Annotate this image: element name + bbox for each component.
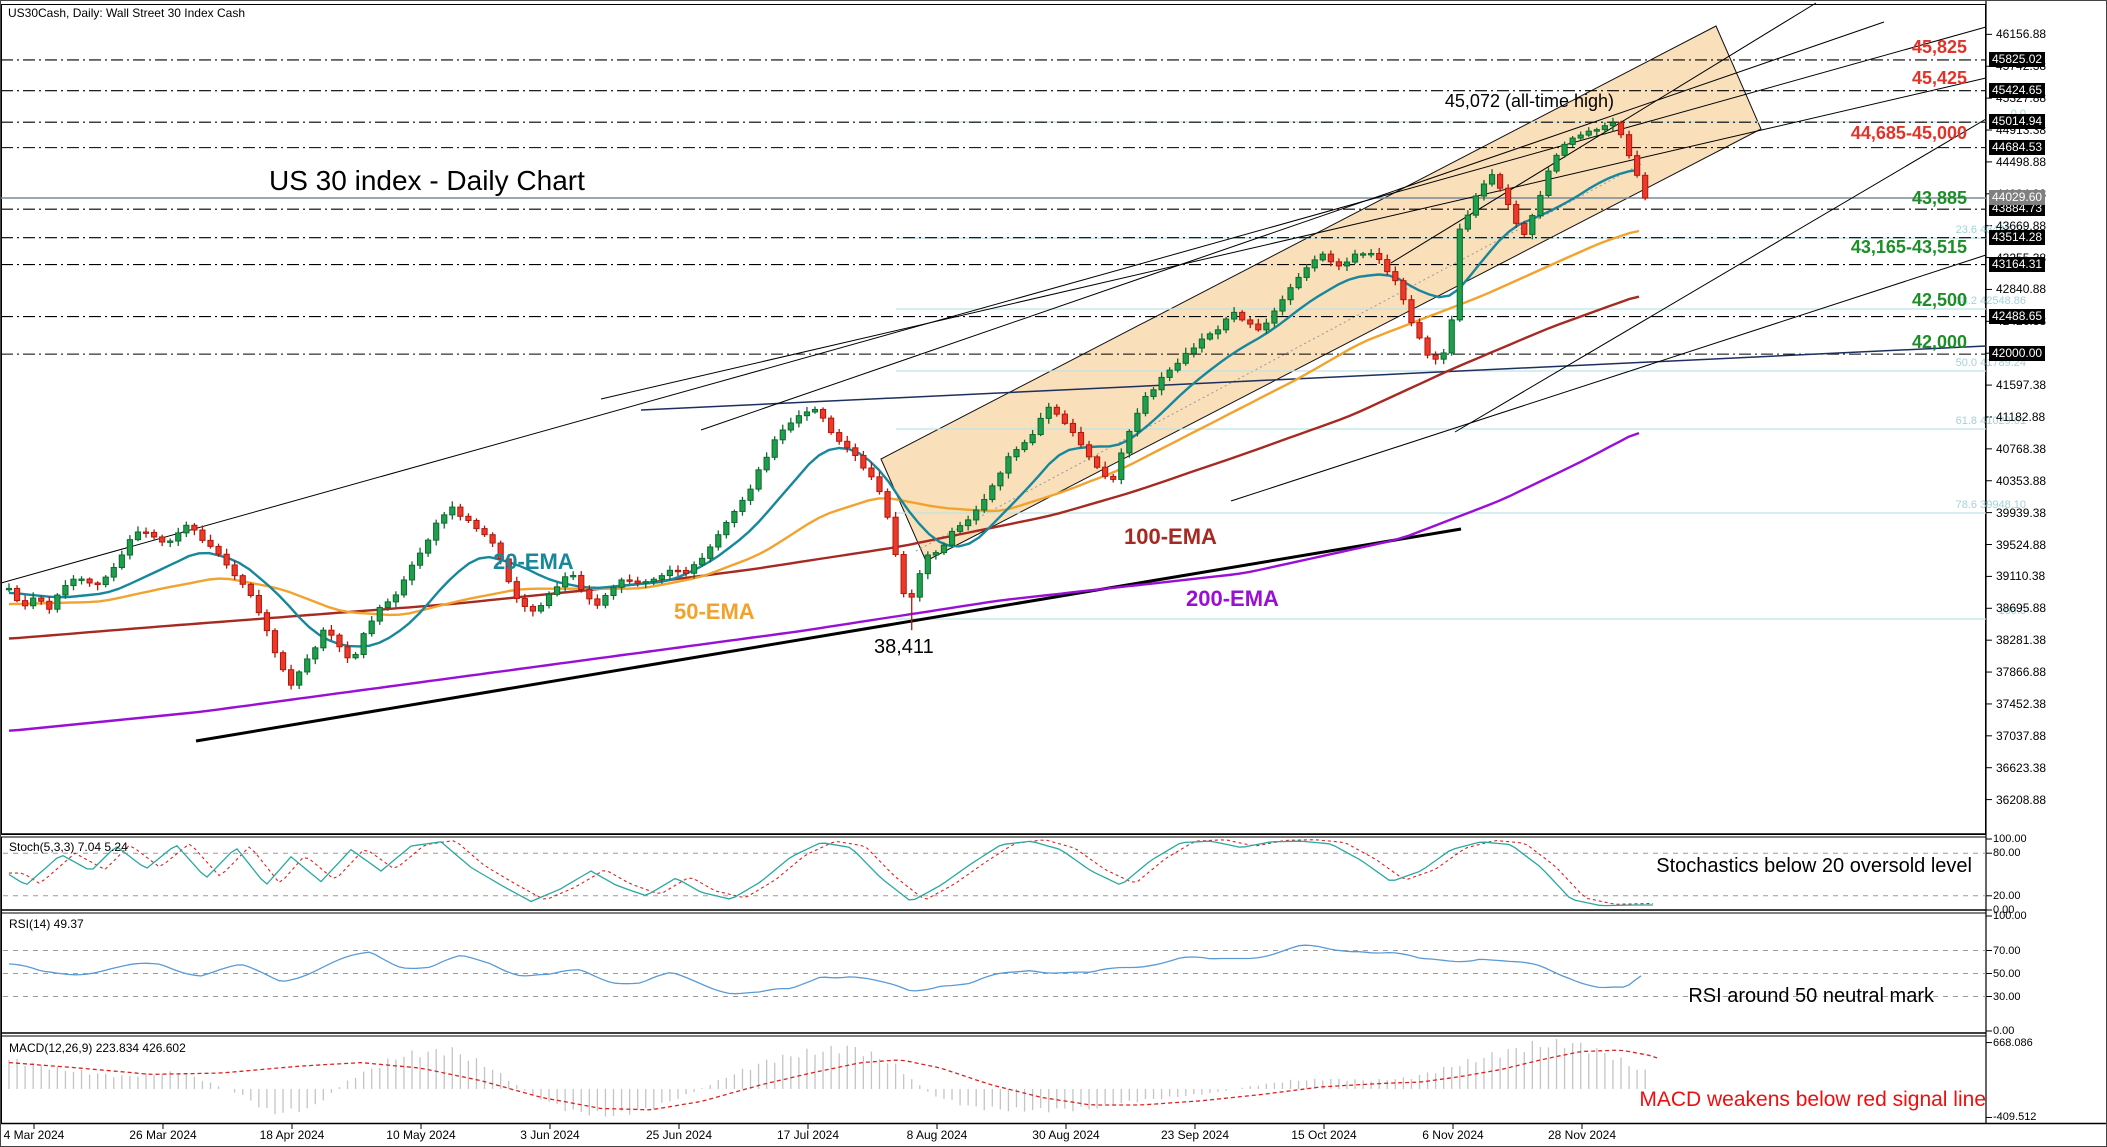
date-axis-label: 15 Oct 2024 — [1291, 1128, 1357, 1142]
date-axis-label: 17 Jul 2024 — [776, 1128, 840, 1142]
date-axis-label: 18 Apr 2024 — [259, 1128, 325, 1142]
fib-label-100.0: 100.0 — [1998, 605, 2026, 617]
stoch-panel-label: Stoch(5,3,3) 7.04 5.24 — [9, 840, 128, 854]
price-axis-label: 37866.88 — [1996, 665, 2047, 680]
price-axis-label: 37037.88 — [1996, 728, 2047, 743]
price-axis-label: 40768.38 — [1996, 441, 2047, 456]
current-price-box: 44029.60 — [1989, 190, 2046, 205]
price-axis-label: 46156.88 — [1996, 27, 2047, 42]
stoch-scale-label: 80.00 — [1993, 847, 2021, 860]
level-label-4468545000: 44,685-45,000 — [1850, 123, 1967, 143]
macd-panel-label: MACD(12,26,9) 223.834 426.602 — [9, 1041, 186, 1055]
fib-label-38.2: 38.2 42548.86 — [1955, 295, 2026, 307]
price-axis-label: 38281.38 — [1996, 633, 2047, 648]
stoch-scale-label: 100.00 — [1993, 833, 2027, 845]
rsi-scale-label: 70.00 — [1993, 944, 2021, 957]
all-time-high-annotation: 45,072 (all-time high) — [1444, 91, 1614, 111]
price-axis-label: 36208.88 — [1996, 792, 2047, 807]
price-axis-label: 36623.38 — [1996, 760, 2047, 775]
price-axis-label: 39524.88 — [1996, 537, 2047, 552]
price-axis-label: 38695.88 — [1996, 601, 2047, 616]
level-label-43885: 43,885 — [1911, 188, 1967, 208]
price-axis-label: 37452.38 — [1996, 696, 2047, 711]
date-axis-label: 6 Nov 2024 — [1422, 1128, 1484, 1142]
stoch-scale-label: 20.00 — [1993, 889, 2021, 902]
price-axis-label: 39110.38 — [1996, 569, 2046, 584]
price-axis-label: 39939.38 — [1996, 505, 2047, 520]
price-axis-label: 43669.88 — [1996, 218, 2047, 233]
macd-scale-label: -409.512 — [1993, 1111, 2037, 1124]
price-level-box: 42000.00 — [1989, 346, 2046, 362]
swing-low-annotation: 38,411 — [874, 636, 934, 658]
price-level-box: 45825.02 — [1989, 51, 2046, 67]
price-axis-label: 41182.88 — [1996, 409, 2046, 424]
symbol-info: US30Cash, Daily: Wall Street 30 Index Ca… — [8, 6, 245, 20]
chart-title: US 30 index - Daily Chart — [269, 165, 585, 196]
fib-label-78.6: 78.6 39948.10 — [1955, 499, 2026, 511]
price-level-box: 43164.31 — [1989, 256, 2046, 272]
rsi-scale-label: 50.00 — [1993, 967, 2021, 980]
date-axis-label: 25 Jun 2024 — [645, 1128, 713, 1142]
ema100-label: 100-EMA — [1124, 524, 1217, 549]
price-level-box: 43514.28 — [1989, 229, 2046, 245]
price-axis-label: 41597.38 — [1996, 378, 2047, 393]
date-axis-label: 3 Jun 2024 — [520, 1128, 580, 1142]
rsi-scale-label: 30.00 — [1993, 990, 2021, 1003]
level-label-42000: 42,000 — [1911, 332, 1967, 352]
date-axis-label: 26 Mar 2024 — [129, 1128, 197, 1142]
level-label-45425: 45,425 — [1911, 68, 1967, 88]
price-level-box: 42488.65 — [1989, 308, 2046, 324]
price-axis-label: 42840.88 — [1996, 282, 2047, 297]
rsi-panel-label: RSI(14) 49.37 — [9, 917, 84, 931]
date-axis-label: 4 Mar 2024 — [3, 1128, 65, 1142]
date-axis-label: 30 Aug 2024 — [1032, 1128, 1100, 1142]
ema200-label: 200-EMA — [1186, 586, 1279, 611]
ema20-label: 20-EMA — [493, 549, 574, 574]
date-axis-label: 28 Nov 2024 — [1547, 1128, 1617, 1142]
level-label-45825: 45,825 — [1911, 37, 1967, 57]
price-level-box: 45014.94 — [1989, 114, 2046, 130]
stoch-scale-label: 0.00 — [1993, 904, 2015, 916]
level-label-4316543515: 43,165-43,515 — [1850, 237, 1967, 257]
price-axis-label: 44498.88 — [1996, 154, 2047, 169]
rsi-scale-label: 100.00 — [1993, 910, 2027, 922]
rsi-annotation: RSI around 50 neutral mark — [1688, 985, 1934, 1007]
date-axis-label: 23 Sep 2024 — [1160, 1128, 1230, 1142]
fib-label-61.8: 61.8 41029.61 — [1955, 415, 2026, 427]
level-label-42500: 42,500 — [1911, 290, 1967, 310]
price-axis-label: 40353.88 — [1996, 473, 2047, 488]
macd-scale-label: 668.086 — [1993, 1036, 2033, 1049]
stoch-annotation: Stochastics below 20 oversold level — [1656, 855, 1972, 877]
rsi-scale-label: 0.00 — [1993, 1025, 2015, 1037]
price-level-box: 45424.65 — [1989, 82, 2046, 98]
price-level-box: 44684.53 — [1989, 139, 2046, 155]
ema50-label: 50-EMA — [674, 599, 755, 624]
date-axis-label: 8 Aug 2024 — [906, 1128, 968, 1142]
date-axis-label: 10 May 2024 — [386, 1128, 456, 1142]
macd-annotation: MACD weakens below red signal line — [1639, 1088, 1986, 1111]
